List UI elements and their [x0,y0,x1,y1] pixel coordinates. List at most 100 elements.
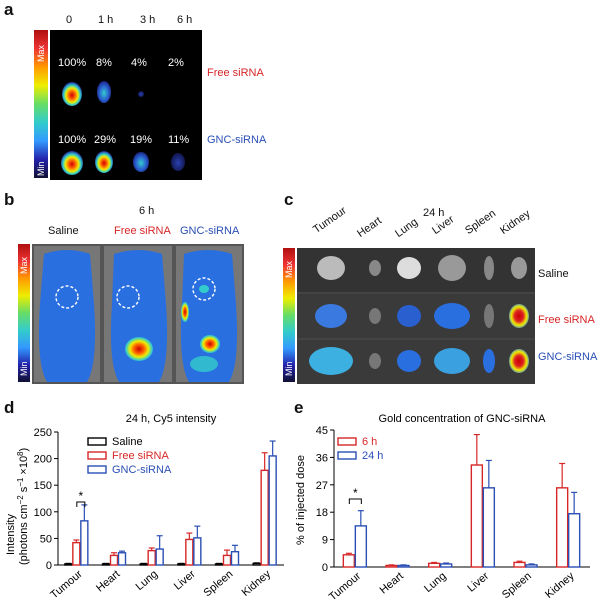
free-percent-0: 100% [58,57,87,69]
chart-title: Gold concentration of GNC-siRNA [379,413,547,425]
panel-c-colorbar-max: Max [284,260,294,278]
legend-label: Saline [112,436,143,448]
bar-heart-0 [385,564,398,568]
panel-b-colorbar-min: Min [19,361,29,376]
bar-kidney-1 [567,513,581,568]
timepoint-6h: 6 h [177,14,193,26]
x-tick-label: Heart [94,568,122,594]
bar-liver-1 [185,538,194,566]
legend-label: 24 h [362,450,383,462]
x-tick-label: Kidney [543,570,577,601]
panel-b-group-gnc: GNC-siRNA [180,225,240,237]
panel-a-letter: a [4,0,14,19]
panel-b-colorbar-max: Max [19,256,29,274]
legend-swatch [87,451,107,460]
significance-star: * [353,486,358,500]
panel-a-image-drawing [61,81,185,175]
panel-c-row-saline: Saline [538,268,569,280]
panel-c-organ-lung: Lung [393,216,421,240]
bar-kidney-1 [260,469,269,566]
y-tick-label: 150 [34,480,52,492]
y-tick-label: 0 [46,560,52,572]
panel-b-image-drawing [32,244,244,384]
x-tick-label: Tumour [48,568,85,602]
panel-c-row-gnc: GNC-siRNA [538,351,598,363]
panel-b-group-saline: Saline [48,225,79,237]
free-percent-3: 2% [168,57,184,69]
legend-label: Free siRNA [112,450,170,462]
panel-c-organ-kidney: Kidney [498,207,533,237]
panel-a-colorbar-min: Min [36,161,46,176]
timepoint-3h: 3 h [140,14,156,26]
panel-a-image: 100% 8% 4% 2% 100% 29% 19% 11% [50,30,202,180]
y-tick-label: 27 [316,480,328,492]
y-tick-label: 250 [34,427,52,439]
panel-c-organ-tumour: Tumour [311,204,349,236]
legend-label: 6 h [362,436,377,448]
free-percent-1: 8% [96,57,112,69]
x-tick-label: Liver [172,568,198,593]
panel-b-colorbar [18,244,30,382]
y-axis-label: Intensity [5,514,17,555]
gnc-percent-0: 100% [58,134,87,146]
y-axis-label-units: (photons cm−2 s−1 ×108) [16,448,30,565]
x-tick-label: Spleen [201,568,235,599]
timepoint-1h: 1 h [98,14,114,26]
x-tick-label: Lung [422,570,448,595]
chart-e: Gold concentration of GNC-siRNA 0 9 18 27 36 4… [295,413,590,604]
panel-c-time: 24 h [423,207,445,219]
bar-tumour-0 [64,563,73,566]
panel-c-image [297,248,535,384]
bar-spleen-0 [513,561,526,568]
legend-swatch [337,437,357,446]
chart-title: 24 h, Cy5 intensity [126,413,217,425]
panel-c-colorbar [283,248,295,382]
y-tick-label: 100 [34,507,52,519]
panel-d-letter: d [4,398,15,417]
bar-lung-0 [427,562,441,568]
gnc-percent-1: 29% [94,134,117,146]
bar-kidney-0 [252,562,261,566]
bar-kidney-0 [555,487,569,568]
chart-d: 24 h, Cy5 intensity 0 50 100 150 200 250 Tumour… [5,413,284,602]
y-tick-label: 50 [40,533,52,545]
bar-heart-1 [109,554,119,566]
y-axis-label: % of injected dose [295,455,307,545]
x-tick-label: Kidney [240,568,274,599]
x-tick-label: Spleen [500,570,534,601]
timepoint-0: 0 [66,14,73,26]
bar-liver-2 [193,537,202,566]
panel-b-time: 6 h [139,205,155,217]
y-tick-label: 18 [316,507,328,519]
bar-kidney-2 [268,455,277,566]
panel-a-free-label: Free siRNA [207,67,264,79]
bar-spleen-1 [222,554,232,566]
panel-b-letter: b [4,190,15,209]
free-percent-2: 4% [131,57,147,69]
panel-c-organ-spleen: Spleen [463,207,499,237]
legend-swatch [87,465,107,474]
x-tick-label: Liver [465,570,491,595]
panel-b-image [32,244,244,384]
y-tick-label: 45 [316,425,328,437]
panel-b-group-free: Free siRNA [114,225,171,237]
bar-heart-2 [117,552,127,566]
bar-liver-0 [177,563,186,566]
bar-tumour-2 [80,520,89,566]
gnc-percent-2: 19% [130,134,153,146]
significance-bracket [348,498,362,504]
bar-tumour-1 [72,541,81,566]
y-tick-label: 0 [322,562,328,574]
bar-lung-1 [147,549,156,566]
bar-spleen-1 [525,564,538,568]
bar-heart-0 [101,563,111,566]
legend-label: GNC-siRNA [112,464,172,476]
bar-tumour-1 [354,525,368,568]
panel-c-image-drawing [297,248,535,384]
panel-e-letter: e [294,398,304,417]
panel-a-gnc-label: GNC-siRNA [207,134,267,146]
legend-swatch [337,451,357,460]
x-tick-label: Tumour [327,570,364,604]
bar-tumour-0 [342,554,356,568]
bar-spleen-0 [214,563,224,566]
